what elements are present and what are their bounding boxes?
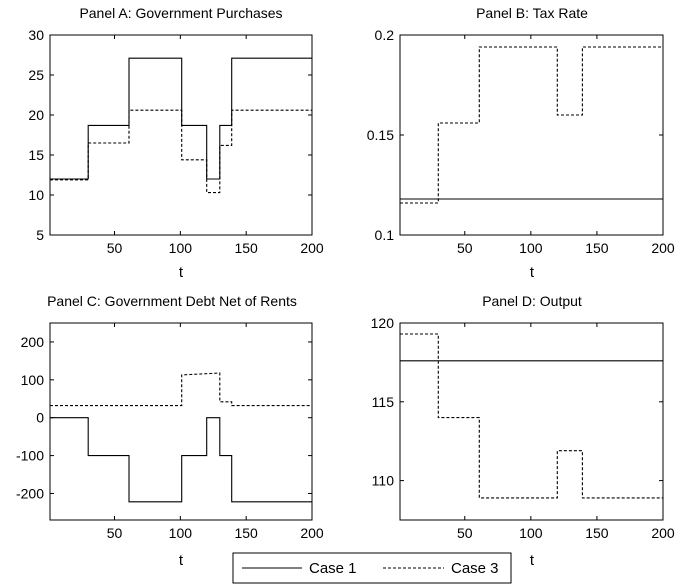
- y-tick-label: 30: [28, 27, 44, 43]
- x-tick-label: 150: [585, 240, 609, 256]
- x-tick-label: 200: [651, 240, 675, 256]
- y-tick-label: 20: [28, 107, 44, 123]
- x-tick-label: 50: [107, 525, 123, 541]
- plot-area: [49, 34, 313, 236]
- x-tick-label: 100: [519, 525, 543, 541]
- x-tick-label: 100: [519, 240, 543, 256]
- y-tick-label: 5: [36, 227, 44, 243]
- x-tick-label: 200: [300, 240, 324, 256]
- plot-area: [49, 322, 313, 521]
- x-axis-label: t: [530, 264, 535, 281]
- series-line-case-3: [50, 372, 312, 407]
- x-tick-label: 50: [457, 240, 473, 256]
- series-line-case-1: [50, 57, 312, 180]
- y-tick-label: 0.15: [367, 127, 394, 143]
- y-tick-label: 0.1: [375, 227, 395, 243]
- x-tick-label: 50: [457, 525, 473, 541]
- y-tick-label: 0: [36, 410, 44, 426]
- y-tick-label: 100: [21, 372, 45, 388]
- chart-title: Panel B: Tax Rate: [476, 5, 588, 21]
- y-tick-label: 110: [372, 473, 395, 489]
- y-tick-label: 15: [28, 147, 44, 163]
- x-tick-label: 150: [234, 240, 258, 256]
- x-tick-label: 100: [169, 525, 193, 541]
- x-axis-label: t: [530, 552, 535, 569]
- x-tick-label: 150: [585, 525, 609, 541]
- y-tick-label: 120: [371, 315, 395, 331]
- series-line-case-3: [400, 46, 663, 204]
- chart-title: Panel A: Government Purchases: [79, 5, 282, 21]
- series-line-case-3: [50, 109, 312, 194]
- panel-a: Panel A: Government Purchases t 50 100 150…: [28, 5, 323, 281]
- x-tick-label: 100: [169, 240, 193, 256]
- panel-d: Panel D: Output t 50 100 150 200 110 115 120: [371, 293, 675, 569]
- y-tick-label: 115: [372, 394, 395, 410]
- panel-b: Panel B: Tax Rate t 50 100 150 200 0.1 0.15 0.…: [367, 5, 675, 281]
- y-tick-label: 200: [21, 334, 45, 350]
- x-axis-label: t: [179, 264, 184, 281]
- panel-c: Panel C: Government Debt Net of Rents t …: [16, 293, 324, 569]
- legend-label-case-1: Case 1: [309, 560, 357, 577]
- y-tick-label: -100: [16, 448, 44, 464]
- y-tick-label: -200: [16, 485, 44, 501]
- y-tick-label: 10: [28, 187, 44, 203]
- legend: Case 1 Case 3: [232, 552, 512, 584]
- x-tick-label: 50: [107, 240, 123, 256]
- x-axis-label: t: [179, 552, 184, 569]
- y-tick-label: 25: [28, 67, 44, 83]
- y-tick-label: 0.2: [375, 27, 395, 43]
- x-tick-label: 200: [651, 525, 675, 541]
- series-line-case-3: [400, 333, 663, 499]
- legend-label-case-3: Case 3: [451, 560, 499, 577]
- chart-title: Panel D: Output: [482, 293, 582, 309]
- plot-area: [399, 322, 664, 521]
- x-tick-label: 150: [234, 525, 258, 541]
- x-tick-label: 200: [300, 525, 324, 541]
- series-line-case-1: [50, 417, 312, 503]
- chart-title: Panel C: Government Debt Net of Rents: [47, 293, 297, 309]
- plot-area: [399, 34, 664, 236]
